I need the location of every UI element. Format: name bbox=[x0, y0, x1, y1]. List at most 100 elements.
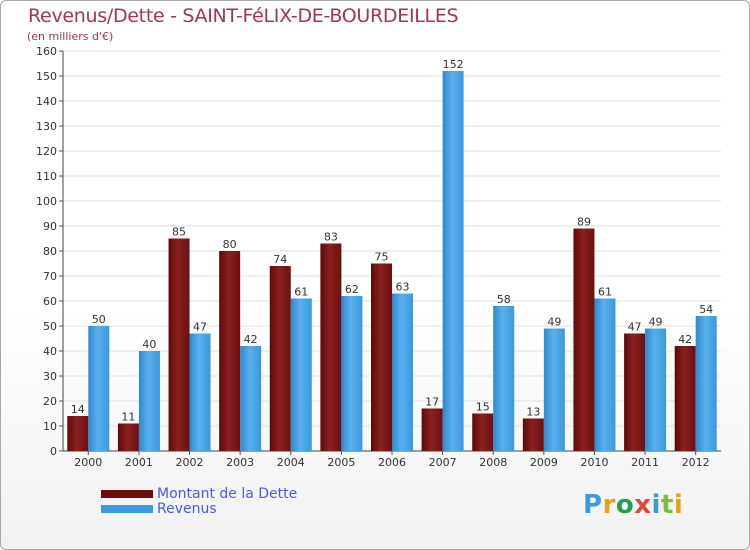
y-tick-label: 100 bbox=[36, 195, 57, 208]
y-tick-label: 140 bbox=[36, 95, 57, 108]
bar-revenus bbox=[493, 306, 515, 451]
data-label: 17 bbox=[425, 396, 439, 409]
bar-dette bbox=[624, 333, 646, 451]
bar-dette bbox=[269, 266, 291, 451]
data-label: 80 bbox=[223, 238, 237, 251]
bar-revenus bbox=[442, 71, 464, 451]
data-label: 74 bbox=[273, 253, 287, 266]
x-tick-label: 2004 bbox=[277, 456, 305, 469]
data-label: 54 bbox=[699, 303, 713, 316]
data-label: 14 bbox=[71, 403, 85, 416]
bar-revenus bbox=[543, 328, 565, 451]
data-label: 83 bbox=[324, 231, 338, 244]
legend-swatch-revenus bbox=[101, 505, 153, 513]
bar-revenus bbox=[695, 316, 717, 451]
bar-dette bbox=[573, 228, 595, 451]
y-tick-label: 30 bbox=[43, 370, 57, 383]
bar-dette bbox=[371, 263, 392, 451]
x-tick-label: 2003 bbox=[226, 456, 254, 469]
x-tick-label: 2011 bbox=[631, 456, 659, 469]
legend-label-revenus: Revenus bbox=[157, 501, 217, 517]
data-label: 62 bbox=[345, 283, 359, 296]
logo-letter: t bbox=[660, 490, 674, 520]
bar-revenus bbox=[189, 333, 211, 451]
bar-revenus bbox=[594, 298, 616, 451]
y-tick-label: 150 bbox=[36, 70, 57, 83]
x-tick-label: 2000 bbox=[74, 456, 102, 469]
data-label: 40 bbox=[142, 338, 156, 351]
x-tick-label: 2001 bbox=[125, 456, 153, 469]
x-tick-label: 2006 bbox=[378, 456, 406, 469]
logo-letter: i bbox=[673, 490, 684, 520]
x-tick-label: 2012 bbox=[682, 456, 710, 469]
bar-dette bbox=[320, 243, 342, 451]
y-tick-label: 70 bbox=[43, 270, 57, 283]
data-label: 58 bbox=[497, 293, 511, 306]
bar-revenus bbox=[392, 293, 413, 451]
x-tick-label: 2007 bbox=[429, 456, 457, 469]
bar-revenus bbox=[240, 346, 262, 451]
axis-layer: 0 10 20 30 40 50 60 70 80 90 100 110 120 130 140 150 160… bbox=[36, 45, 721, 469]
bar-revenus bbox=[290, 298, 312, 451]
data-label: 63 bbox=[396, 281, 410, 294]
bar-dette bbox=[421, 408, 443, 451]
x-tick-label: 2002 bbox=[176, 456, 204, 469]
data-label: 75 bbox=[375, 251, 389, 264]
data-label: 47 bbox=[628, 321, 642, 334]
y-tick-label: 80 bbox=[43, 245, 57, 258]
bar-revenus bbox=[138, 351, 160, 451]
bar-dette bbox=[168, 238, 190, 451]
bar-dette bbox=[472, 413, 494, 451]
logo-letter: o bbox=[615, 490, 635, 520]
logo-letter: i bbox=[651, 490, 661, 520]
y-tick-label: 60 bbox=[43, 295, 57, 308]
data-label: 85 bbox=[172, 226, 186, 239]
y-tick-label: 20 bbox=[43, 395, 57, 408]
data-label: 13 bbox=[526, 406, 540, 419]
data-label: 61 bbox=[294, 286, 308, 299]
logo-letter: x bbox=[634, 490, 652, 520]
x-tick-label: 2005 bbox=[327, 456, 355, 469]
data-label: 152 bbox=[443, 58, 464, 71]
y-tick-label: 120 bbox=[36, 145, 57, 158]
y-tick-label: 40 bbox=[43, 345, 57, 358]
logo-letter: r bbox=[602, 490, 616, 520]
data-label: 15 bbox=[476, 401, 490, 414]
data-label: 89 bbox=[577, 216, 591, 229]
legend-swatch-dette bbox=[101, 490, 153, 498]
label-layer: 14 50 11 40 85 47 80 42 74 61 83 62 75 63 17 152 15 58 13 4… bbox=[71, 58, 713, 424]
y-tick-label: 130 bbox=[36, 120, 57, 133]
y-tick-label: 90 bbox=[43, 220, 57, 233]
bar-layer bbox=[67, 71, 717, 451]
y-tick-label: 10 bbox=[43, 420, 57, 433]
y-tick-label: 160 bbox=[36, 45, 57, 58]
proxiti-logo: Proxiti bbox=[583, 490, 683, 520]
data-label: 11 bbox=[121, 411, 135, 424]
bar-dette bbox=[219, 251, 241, 451]
bar-dette bbox=[522, 418, 544, 451]
bar-dette bbox=[674, 346, 696, 451]
x-tick-label: 2009 bbox=[530, 456, 558, 469]
data-label: 61 bbox=[598, 286, 612, 299]
bar-dette bbox=[67, 416, 89, 451]
y-tick-label: 110 bbox=[36, 170, 57, 183]
chart-subtitle: (en milliers d'€) bbox=[27, 30, 114, 43]
data-label: 49 bbox=[649, 316, 663, 329]
x-tick-label: 2008 bbox=[479, 456, 507, 469]
x-tick-label: 2010 bbox=[580, 456, 608, 469]
logo-letter: P bbox=[583, 490, 603, 520]
data-label: 50 bbox=[92, 313, 106, 326]
chart-title: Revenus/Dette - SAINT-FéLIX-DE-BOURDEILL… bbox=[28, 5, 459, 27]
bar-revenus bbox=[88, 326, 110, 451]
bar-revenus bbox=[341, 296, 363, 451]
legend-label-dette: Montant de la Dette bbox=[157, 486, 298, 502]
data-label: 42 bbox=[678, 333, 692, 346]
data-label: 49 bbox=[547, 316, 561, 329]
y-tick-label: 50 bbox=[43, 320, 57, 333]
y-tick-label: 0 bbox=[50, 445, 57, 458]
bar-revenus bbox=[645, 328, 667, 451]
data-label: 47 bbox=[193, 321, 207, 334]
data-label: 42 bbox=[244, 333, 258, 346]
